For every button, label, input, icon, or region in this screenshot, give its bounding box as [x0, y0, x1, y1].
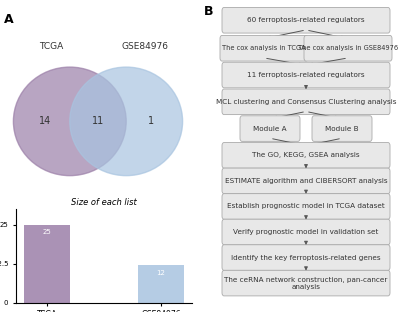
Text: 12: 12 — [157, 270, 166, 276]
Text: 11 ferroptosis-related regulators: 11 ferroptosis-related regulators — [247, 72, 365, 78]
FancyBboxPatch shape — [222, 89, 390, 115]
FancyBboxPatch shape — [222, 194, 390, 219]
Text: Identify the key ferroptosis-related genes: Identify the key ferroptosis-related gen… — [231, 255, 381, 261]
Circle shape — [70, 67, 182, 176]
Text: The cox analysis in GSE84976: The cox analysis in GSE84976 — [298, 45, 398, 51]
Text: ESTIMATE algorithm and CIBERSORT analysis: ESTIMATE algorithm and CIBERSORT analysi… — [225, 178, 387, 184]
FancyBboxPatch shape — [222, 270, 390, 296]
Title: Size of each list: Size of each list — [71, 198, 137, 207]
Text: TCGA: TCGA — [39, 42, 63, 51]
Text: A: A — [4, 13, 14, 26]
FancyBboxPatch shape — [240, 116, 300, 141]
Text: Module B: Module B — [325, 125, 359, 132]
FancyBboxPatch shape — [222, 62, 390, 88]
Text: GSE84976: GSE84976 — [122, 42, 168, 51]
FancyBboxPatch shape — [222, 168, 390, 194]
Text: The GO, KEGG, GSEA analysis: The GO, KEGG, GSEA analysis — [252, 152, 360, 158]
Text: B: B — [204, 5, 214, 18]
Bar — [138, 265, 184, 303]
FancyBboxPatch shape — [222, 7, 390, 33]
Text: Establish prognostic model in TCGA dataset: Establish prognostic model in TCGA datas… — [227, 203, 385, 209]
FancyBboxPatch shape — [222, 245, 390, 270]
Text: 1: 1 — [148, 116, 154, 126]
Circle shape — [13, 67, 126, 176]
FancyBboxPatch shape — [222, 219, 390, 245]
Text: MCL clustering and Consensus Clustering analysis: MCL clustering and Consensus Clustering … — [216, 99, 396, 105]
FancyBboxPatch shape — [312, 116, 372, 141]
Text: 14: 14 — [39, 116, 52, 126]
FancyBboxPatch shape — [222, 143, 390, 168]
Text: 60 ferroptosis-related regulators: 60 ferroptosis-related regulators — [247, 17, 365, 23]
Text: Module A: Module A — [253, 125, 287, 132]
Text: 11: 11 — [92, 116, 104, 126]
FancyBboxPatch shape — [304, 36, 392, 61]
Text: The cox analysis in TCGA: The cox analysis in TCGA — [222, 45, 306, 51]
Text: Verify prognostic model in validation set: Verify prognostic model in validation se… — [233, 229, 379, 235]
Text: The ceRNA network construction, pan-cancer analysis: The ceRNA network construction, pan-canc… — [224, 277, 388, 290]
Bar — [24, 225, 70, 303]
Text: 25: 25 — [42, 229, 51, 235]
FancyBboxPatch shape — [220, 36, 308, 61]
